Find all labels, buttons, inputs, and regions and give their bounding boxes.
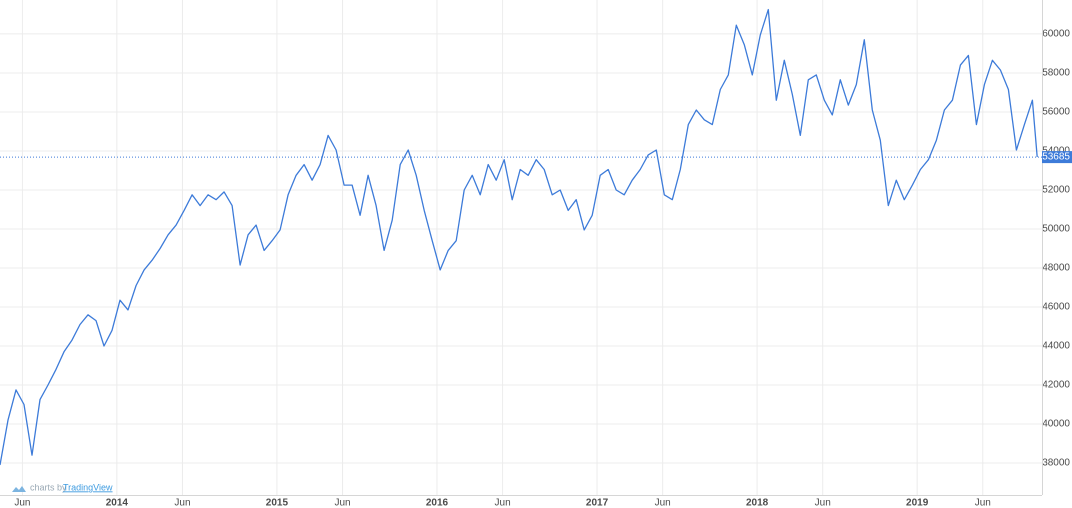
y-tick-label: 50000 <box>1042 224 1070 235</box>
y-tick-label: 56000 <box>1042 107 1070 118</box>
x-tick-label: Jun <box>975 498 991 508</box>
last-value-box <box>1042 151 1072 164</box>
y-tick-label: 52000 <box>1042 185 1070 196</box>
credit: charts by TradingView <box>12 482 113 492</box>
last-value-label: 53685 <box>1042 152 1070 163</box>
y-tick-label: 54000 <box>1042 146 1070 157</box>
y-tick-label: 42000 <box>1042 380 1070 391</box>
y-tick-label: 60000 <box>1042 29 1070 40</box>
price-line <box>0 8 1038 466</box>
y-tick-label: 46000 <box>1042 302 1070 313</box>
x-tick-label: Jun <box>174 498 190 508</box>
credit-prefix: charts by <box>30 482 67 492</box>
y-tick-label: 48000 <box>1042 263 1070 274</box>
x-tick-label: Jun <box>815 498 831 508</box>
x-tick-label: Jun <box>495 498 511 508</box>
x-tick-label: Jun <box>14 498 30 508</box>
x-tick-label: 2014 <box>106 498 129 508</box>
logo <box>12 486 26 492</box>
y-tick-label: 44000 <box>1042 341 1070 352</box>
x-tick-label: 2015 <box>266 498 289 508</box>
x-tick-label: 2016 <box>426 498 449 508</box>
x-tick-label: Jun <box>334 498 350 508</box>
y-tick-label: 40000 <box>1042 419 1070 430</box>
y-tick-label: 58000 <box>1042 68 1070 79</box>
x-tick-label: 2017 <box>586 498 609 508</box>
credit-brand[interactable]: TradingView <box>63 482 113 492</box>
x-tick-label: 2019 <box>906 498 929 508</box>
y-tick-label: 38000 <box>1042 458 1070 469</box>
x-tick-label: 2018 <box>746 498 769 508</box>
x-tick-label: Jun <box>655 498 671 508</box>
